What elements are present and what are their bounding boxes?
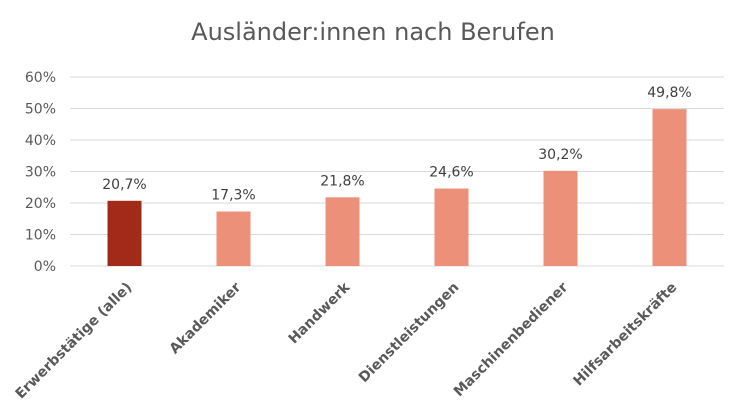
y-tick-label: 30% <box>25 165 56 181</box>
chart-title: Ausländer:innen nach Berufen <box>191 18 555 46</box>
y-tick-label: 0% <box>34 259 56 275</box>
x-tick-label: Maschinenbediener <box>451 279 572 400</box>
y-tick-label: 20% <box>25 196 56 212</box>
bar <box>216 211 251 266</box>
x-tick-label: Handwerk <box>286 279 354 347</box>
y-tick-label: 50% <box>25 102 56 118</box>
data-label: 24,6% <box>429 165 473 181</box>
data-label: 17,3% <box>211 188 255 204</box>
data-label: 30,2% <box>538 147 582 163</box>
bar <box>107 200 142 266</box>
data-label: 49,8% <box>647 85 691 101</box>
bar <box>652 109 687 266</box>
data-label: 21,8% <box>320 173 364 189</box>
bar <box>543 170 578 266</box>
y-tick-label: 40% <box>25 133 56 149</box>
bar <box>434 188 469 266</box>
x-tick-label: Hilfsarbeitskräfte <box>570 280 680 390</box>
x-tick-label: Dienstleistungen <box>356 280 462 386</box>
y-tick-label: 10% <box>25 228 56 244</box>
x-tick-label: Erwerbstätige (alle) <box>13 280 136 403</box>
y-tick-label: 60% <box>25 70 56 86</box>
data-label: 20,7% <box>102 177 146 193</box>
bar <box>325 197 360 266</box>
x-tick-label: Akademiker <box>167 279 245 357</box>
